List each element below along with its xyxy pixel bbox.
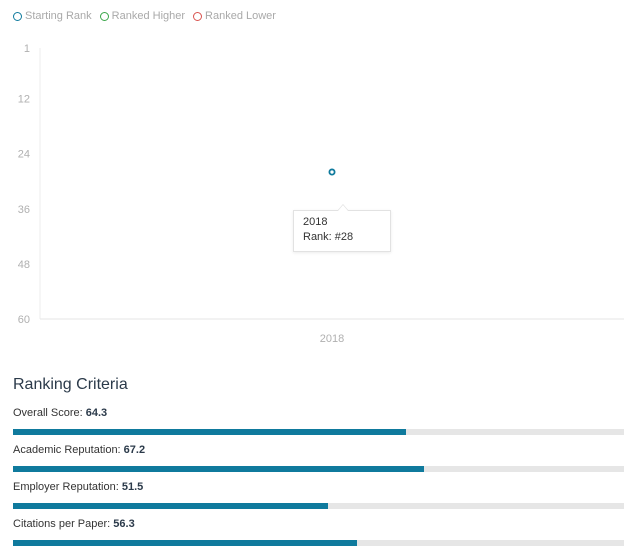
criterion-value: 67.2 [123,444,146,456]
score-bar-fill [13,466,424,472]
y-tick-label: 48 [18,259,30,271]
circle-icon [13,11,22,21]
score-bar-fill [13,503,328,509]
criteria-title: Ranking Criteria [13,376,128,393]
criterion-label: Academic Reputation: 67.2 [13,443,624,460]
score-bar-track [13,466,624,472]
criterion-label: Employer Reputation: 51.5 [13,480,624,497]
criterion-label: Citations per Paper: 56.3 [13,517,624,534]
criterion-academic-reputation: Academic Reputation: 67.2 [13,443,624,480]
legend-label: Ranked Lower [205,10,276,22]
tooltip-year: 2018 [303,216,328,228]
criterion-citations-per-paper: Citations per Paper: 56.3 [13,517,624,554]
y-tick-label: 1 [24,43,30,55]
y-tick-label: 36 [18,204,30,216]
rank-chart-svg: 1 12 24 36 48 60 2018 [18,43,624,345]
criterion-overall-score: Overall Score: 64.3 [13,406,624,443]
criterion-value: 64.3 [85,407,108,419]
legend-item-ranked-higher[interactable]: Ranked Higher [99,10,186,22]
y-tick-label: 24 [18,149,30,161]
tooltip-rank: Rank: #28 [303,231,354,243]
score-bar-track [13,540,624,546]
criterion-value: 51.5 [121,481,144,493]
criterion-label: Overall Score: 64.3 [13,406,624,423]
criterion-employer-reputation: Employer Reputation: 51.5 [13,480,624,517]
criterion-name: Citations per Paper: [13,518,114,530]
y-tick-label: 12 [18,94,30,106]
x-tick-label: 2018 [320,333,344,345]
legend-item-ranked-lower[interactable]: Ranked Lower [193,10,276,22]
score-bar-fill [13,429,406,435]
legend-label: Starting Rank [25,10,92,22]
criteria-list: Overall Score: 64.3 Academic Reputation:… [13,406,624,554]
criterion-name: Academic Reputation: [13,444,124,456]
chart-legend: Starting Rank Ranked Higher Ranked Lower [13,9,276,23]
score-bar-track [13,503,624,509]
circle-icon [99,11,109,21]
y-tick-label: 60 [18,314,30,326]
criterion-value: 56.3 [113,518,135,530]
chart-tooltip: 2018 Rank: #28 [293,204,391,252]
circle-icon [193,11,203,21]
rank-chart: 1 12 24 36 48 60 2018 [0,30,640,350]
legend-label: Ranked Higher [111,10,186,22]
criterion-name: Overall Score: [13,407,86,419]
rank-point[interactable] [328,168,336,176]
legend-item-starting-rank[interactable]: Starting Rank [13,10,92,22]
criterion-name: Employer Reputation: [13,481,122,493]
score-bar-fill [13,540,357,546]
score-bar-track [13,429,624,435]
